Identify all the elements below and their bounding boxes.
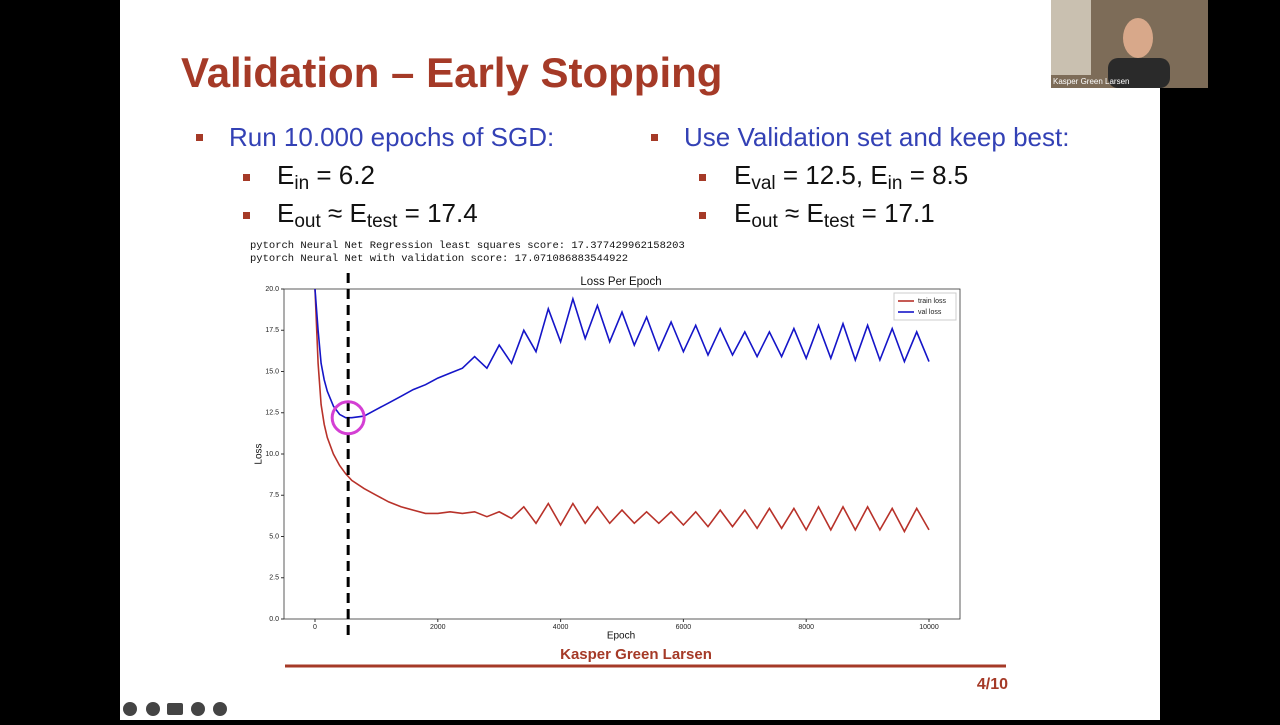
text-part: = 6.2 xyxy=(309,160,375,190)
code-line: pytorch Neural Net Regression least squa… xyxy=(250,240,685,252)
sub-bullet-text: Eval = 12.5, Ein = 8.5 xyxy=(734,160,968,194)
toolbar-captions[interactable] xyxy=(167,703,183,715)
toolbar xyxy=(123,702,227,716)
y-tick-label: 7.5 xyxy=(269,492,279,499)
text-part: = 12.5, E xyxy=(776,160,888,190)
subscript: test xyxy=(824,211,855,232)
bullet xyxy=(243,174,250,181)
x-tick-label: 8000 xyxy=(798,624,814,631)
text-part: ≈ E xyxy=(778,198,824,228)
sub-bullet-text: Eout ≈ Etest = 17.4 xyxy=(277,198,478,232)
text-part: ≈ E xyxy=(321,198,367,228)
early-stop-circle xyxy=(330,400,366,436)
toolbar-pen[interactable] xyxy=(146,702,160,716)
slide-title: Validation – Early Stopping xyxy=(181,49,722,96)
y-tick-label: 10.0 xyxy=(265,451,279,458)
chart-title: Loss Per Epoch xyxy=(580,276,661,288)
bullet xyxy=(699,212,706,219)
x-tick-label: 2000 xyxy=(430,624,446,631)
bullet xyxy=(196,134,203,141)
text-part: = 17.4 xyxy=(397,198,477,228)
bullet xyxy=(699,174,706,181)
webcam-person xyxy=(1123,18,1153,58)
toolbar-more[interactable] xyxy=(191,702,205,716)
webcam-person xyxy=(1108,58,1170,88)
x-tick-label: 0 xyxy=(313,624,317,631)
bullet-text: Run 10.000 epochs of SGD: xyxy=(229,122,554,152)
x-tick-label: 10000 xyxy=(919,624,939,631)
toolbar-back[interactable] xyxy=(123,702,137,716)
y-tick-label: 12.5 xyxy=(265,410,279,417)
text-part: = 17.1 xyxy=(854,198,934,228)
footer-author: Kasper Green Larsen xyxy=(560,646,712,663)
page-number: 4/10 xyxy=(977,676,1008,693)
x-tick-label: 6000 xyxy=(676,624,692,631)
text-part: E xyxy=(734,160,751,190)
bullet xyxy=(651,134,658,141)
subscript: out xyxy=(294,211,321,232)
y-tick-label: 17.5 xyxy=(265,327,279,334)
bullet-text: Use Validation set and keep best: xyxy=(684,122,1069,152)
series-line xyxy=(314,289,930,419)
subscript: in xyxy=(294,173,309,194)
y-tick-label: 2.5 xyxy=(269,575,279,582)
x-tick-label: 4000 xyxy=(553,624,569,631)
y-tick-label: 15.0 xyxy=(265,368,279,375)
text-part: E xyxy=(734,198,751,228)
webcam-wall xyxy=(1051,0,1091,75)
series-line xyxy=(314,289,930,534)
text-part: E xyxy=(277,160,294,190)
y-tick-label: 5.0 xyxy=(269,533,279,540)
subscript: in xyxy=(888,173,903,194)
subscript: test xyxy=(367,211,398,232)
toolbar-forward[interactable] xyxy=(213,702,227,716)
webcam-label: Kasper Green Larsen xyxy=(1053,77,1130,86)
plot-area xyxy=(283,288,961,620)
y-tick-label: 20.0 xyxy=(265,286,279,293)
sub-bullet-text: Eout ≈ Etest = 17.1 xyxy=(734,198,935,232)
legend-label: val loss xyxy=(918,309,942,316)
subscript: out xyxy=(751,211,778,232)
bullet xyxy=(243,212,250,219)
code-line: pytorch Neural Net with validation score… xyxy=(250,253,628,265)
legend-box xyxy=(893,292,957,321)
subscript: val xyxy=(751,173,775,194)
x-axis-label: Epoch xyxy=(607,631,635,642)
legend-label: train loss xyxy=(918,298,947,305)
y-tick-label: 0.0 xyxy=(269,616,279,623)
sub-bullet-text: Ein = 6.2 xyxy=(277,160,375,194)
text-part: = 8.5 xyxy=(902,160,968,190)
y-axis-label: Loss xyxy=(254,443,265,464)
text-part: E xyxy=(277,198,294,228)
